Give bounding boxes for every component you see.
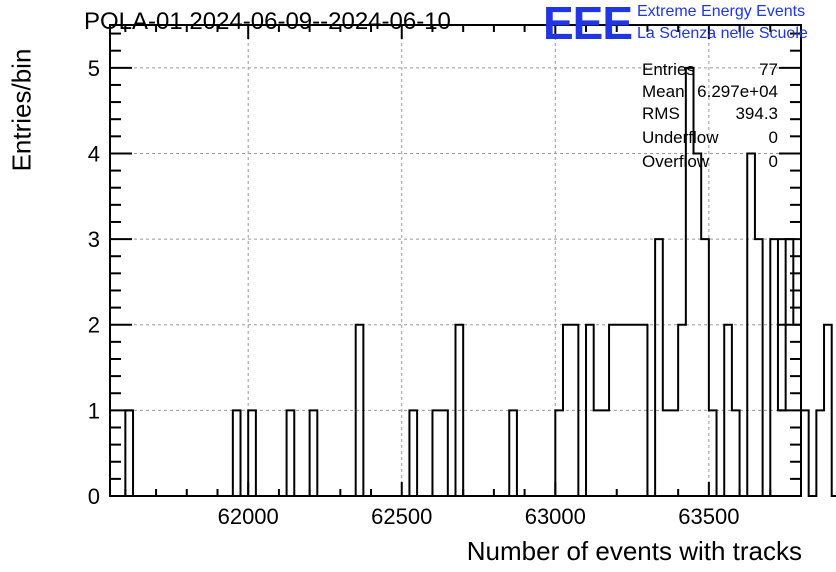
axis-ticks [110,25,802,497]
y-tick-label: 0 [88,484,100,509]
y-tick-label: 1 [88,398,100,423]
logo-line-1: Extreme Energy Events [637,3,806,20]
stat-overflow: Overflow 0 [642,152,778,172]
stat-mean: Mean 6.297e+04 [642,82,778,102]
y-tick-label: 5 [88,56,100,81]
axis-tick-labels: 0 1 2 3 4 5 62000 62500 63000 63500 [88,56,740,529]
stat-label: RMS [642,104,680,123]
x-tick-label: 63000 [525,504,586,529]
y-tick-label: 2 [88,313,100,338]
x-axis-label: Number of events with tracks [466,536,802,566]
x-tick-label: 63500 [678,504,739,529]
stat-rms: RMS 394.3 [642,104,778,124]
stat-value: 6.297e+04 [697,82,778,101]
stat-underflow: Underflow 0 [642,128,778,148]
chart-title: POLA-01 2024-06-09--2024-06-10 [84,8,451,35]
stat-value: 0 [768,152,778,171]
y-tick-label: 3 [88,227,100,252]
stat-value: 394.3 [735,104,778,123]
plot-frame [109,24,802,497]
x-tick-label: 62500 [371,504,432,529]
y-axis-label: Entries/bin [6,48,37,172]
eee-logo-letters: EEE [543,0,633,49]
x-tick-label: 62000 [218,504,279,529]
logo-line-2: La Scienza nelle Scuole [637,25,808,42]
stat-label: Entries [642,60,695,79]
stat-label: Overflow [642,152,710,171]
stat-value: 0 [768,128,778,147]
stat-label: Mean [642,82,685,101]
stat-entries: Entries 77 [642,60,778,80]
stat-value: 77 [759,60,778,79]
stat-label: Underflow [642,128,719,147]
y-tick-label: 4 [88,141,100,166]
